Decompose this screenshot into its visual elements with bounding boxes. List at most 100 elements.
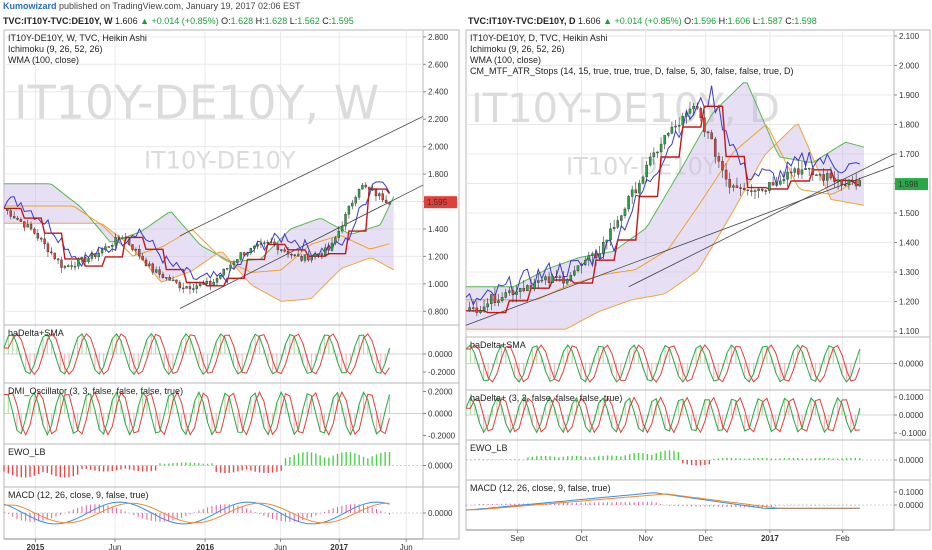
right-candle bbox=[656, 151, 659, 154]
right-candle bbox=[753, 190, 757, 192]
left-candle bbox=[26, 224, 29, 228]
left-candle bbox=[344, 213, 347, 227]
right-candle bbox=[497, 300, 500, 304]
left-price-tick-label: 0.800 bbox=[428, 307, 449, 316]
right-candle bbox=[760, 188, 764, 191]
left-candle bbox=[121, 237, 124, 240]
right-candle bbox=[486, 303, 489, 308]
right-price-tick-label: 1.100 bbox=[899, 327, 920, 336]
right-candle bbox=[471, 307, 475, 309]
left-candle bbox=[198, 283, 202, 287]
left-candle bbox=[36, 233, 40, 239]
left-candle bbox=[209, 280, 212, 286]
right-candle bbox=[659, 143, 663, 153]
left-candle bbox=[388, 202, 391, 205]
right-pane-tick-label: -0.1000 bbox=[899, 429, 927, 438]
left-watermark-small: IT10Y-DE10Y bbox=[144, 147, 296, 175]
up-triangle-icon: ▲ bbox=[603, 16, 613, 26]
right-candle bbox=[591, 253, 594, 256]
left-candle bbox=[300, 256, 303, 261]
left-baseline-line bbox=[4, 188, 391, 287]
right-o-label: O: bbox=[684, 16, 694, 26]
left-candle bbox=[188, 286, 192, 289]
up-triangle-icon: ▲ bbox=[140, 16, 150, 26]
right-candle bbox=[670, 126, 674, 134]
right-candle bbox=[536, 280, 540, 283]
left-candle bbox=[154, 269, 158, 273]
left-candle bbox=[43, 238, 46, 244]
right-pane-tick-label: 0.1000 bbox=[899, 488, 924, 497]
left-candle bbox=[307, 254, 310, 261]
right-price-tick-label: 1.700 bbox=[899, 150, 920, 159]
left-candle bbox=[87, 258, 90, 263]
right-candle bbox=[518, 288, 522, 293]
left-candle bbox=[334, 237, 337, 244]
right-candle bbox=[652, 152, 656, 158]
right-candle bbox=[677, 125, 681, 127]
left-candle bbox=[371, 188, 374, 191]
left-candle bbox=[134, 249, 138, 251]
author-name[interactable]: Kumowizard bbox=[3, 1, 57, 11]
left-candle bbox=[117, 237, 121, 239]
left-candle bbox=[313, 253, 317, 257]
right-candle bbox=[721, 161, 724, 171]
right-candle bbox=[706, 131, 710, 134]
right-candle bbox=[688, 108, 692, 114]
left-pane-tick-label: 0.0000 bbox=[428, 462, 453, 471]
right-wma-line bbox=[466, 124, 861, 301]
right-candle bbox=[771, 182, 775, 186]
right-candle bbox=[757, 188, 760, 191]
left-wma-line bbox=[4, 205, 390, 273]
left-candle bbox=[276, 244, 280, 251]
left-pane-label: MACD (12, 26, close, 9, false, true) bbox=[8, 490, 149, 500]
right-candle bbox=[468, 307, 471, 312]
left-price-tick-label: 2.000 bbox=[428, 143, 449, 152]
right-candle bbox=[641, 176, 645, 184]
left-candle bbox=[364, 184, 368, 188]
left-candle bbox=[56, 258, 60, 261]
left-candle bbox=[192, 288, 195, 290]
right-candle bbox=[829, 173, 833, 179]
right-candle bbox=[804, 168, 807, 170]
left-candle bbox=[239, 252, 242, 260]
left-pane-label: haDelta+SMA bbox=[8, 328, 64, 338]
left-pane-tick-label: 0.0000 bbox=[428, 410, 453, 419]
left-low: 1.562 bbox=[297, 16, 320, 26]
right-candle bbox=[609, 228, 612, 241]
left-candle bbox=[236, 259, 239, 263]
left-candle bbox=[70, 265, 73, 267]
left-candle bbox=[378, 193, 381, 197]
left-candle bbox=[67, 265, 70, 267]
right-chart-panel: 2.1002.0001.9001.8001.7001.6001.5001.400… bbox=[465, 29, 931, 543]
left-candle bbox=[246, 252, 249, 256]
left-candle bbox=[296, 254, 300, 257]
left-candle bbox=[100, 249, 104, 254]
right-candle bbox=[475, 307, 479, 313]
right-candle bbox=[645, 164, 648, 178]
left-x-tick-label: 2017 bbox=[330, 543, 348, 550]
right-candle bbox=[479, 310, 482, 313]
right-symbol[interactable]: TVC:IT10Y-TVC:DE10Y, D bbox=[468, 16, 576, 26]
left-candle bbox=[124, 237, 127, 240]
right-candle bbox=[544, 276, 547, 281]
right-change: +0.014 (+0.85%) bbox=[614, 16, 682, 26]
left-candle bbox=[259, 243, 263, 245]
left-osc-signal-line bbox=[4, 390, 390, 437]
left-candle bbox=[367, 186, 371, 190]
right-main-label: CM_MTF_ATR_Stops (14, 15, true, true, tr… bbox=[470, 66, 793, 76]
left-x-tick-label: Jun bbox=[274, 543, 287, 550]
left-candle bbox=[320, 253, 324, 256]
right-candle bbox=[587, 255, 591, 261]
right-pane-label: haDelta+SMA bbox=[470, 340, 526, 350]
right-candle bbox=[692, 106, 695, 110]
right-candle bbox=[638, 183, 641, 194]
left-symbol[interactable]: TVC:IT10Y-TVC:DE10Y, W bbox=[3, 16, 113, 26]
right-candle bbox=[739, 187, 742, 189]
publication-text: published on TradingView.com, January 19… bbox=[59, 1, 301, 11]
right-candle bbox=[594, 253, 598, 259]
right-candle bbox=[493, 294, 497, 304]
right-symbol-line: TVC:IT10Y-TVC:DE10Y, D 1.606 ▲ +0.014 (+… bbox=[468, 15, 817, 28]
left-candle bbox=[222, 268, 225, 276]
right-candle bbox=[847, 179, 851, 185]
